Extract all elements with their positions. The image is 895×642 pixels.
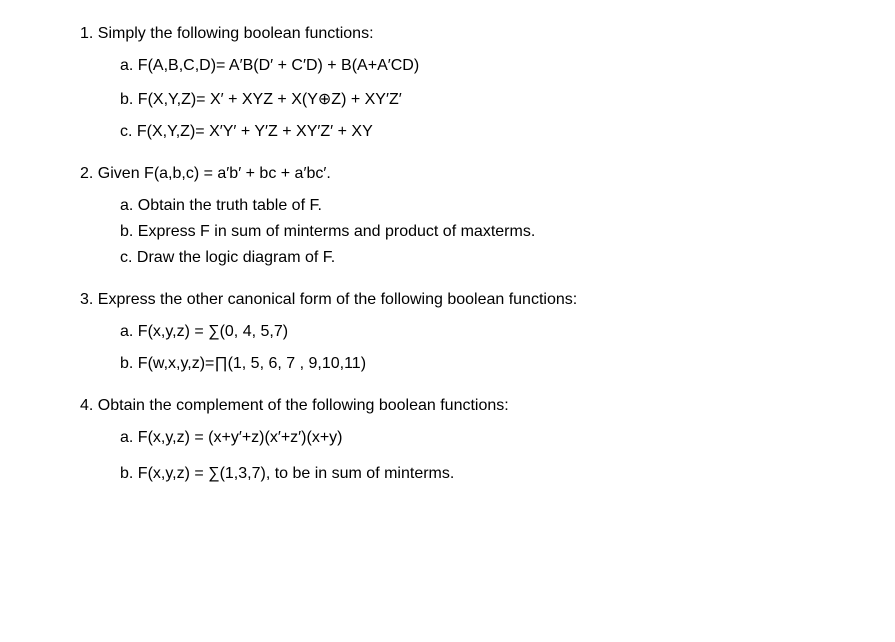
question-1-items: a. F(A,B,C,D)= A′B(D′ + C′D) + B(A+A′CD)… — [80, 57, 815, 141]
q1-item-a: a. F(A,B,C,D)= A′B(D′ + C′D) + B(A+A′CD) — [120, 57, 815, 75]
question-4-items: a. F(x,y,z) = (x+y′+z)(x′+z′)(x+y) b. F(… — [80, 429, 815, 483]
q1-b-label: b. — [120, 91, 133, 108]
q2-item-b: b. Express F in sum of minterms and prod… — [120, 223, 815, 241]
question-4: 4. Obtain the complement of the followin… — [80, 397, 815, 483]
q2-c-expr: Draw the logic diagram of F. — [137, 249, 335, 266]
q2-a-expr: Obtain the truth table of F. — [138, 197, 322, 214]
q1-c-expr: F(X,Y,Z)= X′Y′ + Y′Z + XY′Z′ + XY — [137, 123, 373, 140]
q1-item-b: b. F(X,Y,Z)= X′ + XYZ + X(Y⊕Z) + XY′Z′ — [120, 89, 815, 109]
q1-b-expr: F(X,Y,Z)= X′ + XYZ + X(Y⊕Z) + XY′Z′ — [138, 91, 402, 108]
q2-prompt: Given F(a,b,c) = a′b′ + bc + a′bc′. — [98, 165, 331, 182]
q4-prompt: Obtain the complement of the following b… — [98, 397, 509, 414]
q3-b-label: b. — [120, 355, 133, 372]
question-1-text: 1. Simply the following boolean function… — [80, 25, 815, 43]
q1-number: 1. — [80, 25, 93, 42]
q1-c-label: c. — [120, 123, 132, 140]
q4-a-label: a. — [120, 429, 133, 446]
q2-number: 2. — [80, 165, 93, 182]
q2-item-c: c. Draw the logic diagram of F. — [120, 249, 815, 267]
q2-c-label: c. — [120, 249, 132, 266]
question-2-items: a. Obtain the truth table of F. b. Expre… — [80, 197, 815, 267]
q4-item-b: b. F(x,y,z) = ∑(1,3,7), to be in sum of … — [120, 465, 815, 483]
q3-item-a: a. F(x,y,z) = ∑(0, 4, 5,7) — [120, 323, 815, 341]
q4-item-a: a. F(x,y,z) = (x+y′+z)(x′+z′)(x+y) — [120, 429, 815, 447]
q3-number: 3. — [80, 291, 93, 308]
question-3-text: 3. Express the other canonical form of t… — [80, 291, 815, 309]
q2-b-expr: Express F in sum of minterms and product… — [138, 223, 535, 240]
q2-b-label: b. — [120, 223, 133, 240]
q2-a-label: a. — [120, 197, 133, 214]
question-1: 1. Simply the following boolean function… — [80, 25, 815, 141]
question-3-items: a. F(x,y,z) = ∑(0, 4, 5,7) b. F(w,x,y,z)… — [80, 323, 815, 373]
question-3: 3. Express the other canonical form of t… — [80, 291, 815, 373]
q4-a-expr: F(x,y,z) = (x+y′+z)(x′+z′)(x+y) — [138, 429, 343, 446]
q3-a-label: a. — [120, 323, 133, 340]
q3-prompt: Express the other canonical form of the … — [98, 291, 577, 308]
q1-a-expr: F(A,B,C,D)= A′B(D′ + C′D) + B(A+A′CD) — [138, 57, 419, 74]
q3-b-expr: F(w,x,y,z)=∏(1, 5, 6, 7 , 9,10,11) — [138, 355, 366, 372]
question-2: 2. Given F(a,b,c) = a′b′ + bc + a′bc′. a… — [80, 165, 815, 267]
q4-number: 4. — [80, 397, 93, 414]
q1-a-label: a. — [120, 57, 133, 74]
q1-prompt: Simply the following boolean functions: — [98, 25, 374, 42]
question-4-text: 4. Obtain the complement of the followin… — [80, 397, 815, 415]
q4-b-expr: F(x,y,z) = ∑(1,3,7), to be in sum of min… — [138, 465, 455, 482]
question-2-text: 2. Given F(a,b,c) = a′b′ + bc + a′bc′. — [80, 165, 815, 183]
q2-item-a: a. Obtain the truth table of F. — [120, 197, 815, 215]
document-page: 1. Simply the following boolean function… — [0, 0, 895, 508]
q3-a-expr: F(x,y,z) = ∑(0, 4, 5,7) — [138, 323, 288, 340]
q3-item-b: b. F(w,x,y,z)=∏(1, 5, 6, 7 , 9,10,11) — [120, 355, 815, 373]
q4-b-label: b. — [120, 465, 133, 482]
q1-item-c: c. F(X,Y,Z)= X′Y′ + Y′Z + XY′Z′ + XY — [120, 123, 815, 141]
